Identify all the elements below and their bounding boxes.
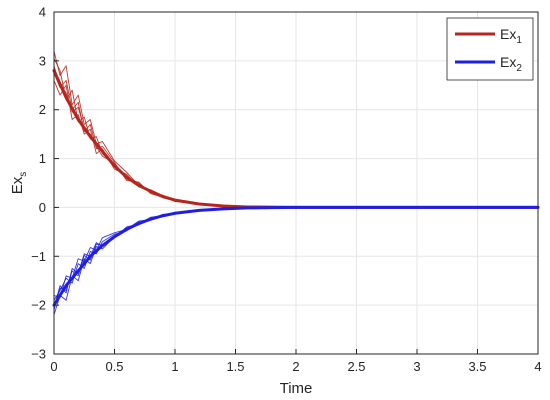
y-tick-label: 0 (39, 200, 46, 215)
y-tick-label: −2 (31, 298, 46, 313)
y-tick-label: −1 (31, 249, 46, 264)
x-tick-label: 0 (50, 359, 57, 374)
y-tick-label: 1 (39, 151, 46, 166)
x-tick-label: 1 (171, 359, 178, 374)
y-tick-label: 4 (39, 5, 46, 20)
y-axis-label: Exs (9, 172, 29, 195)
y-tick-label: 3 (39, 53, 46, 68)
series-2-mean-line (52, 205, 540, 307)
mean-curves (52, 69, 540, 307)
legend-label-ex2: Ex2 (500, 54, 522, 74)
x-tick-label: 3.5 (468, 359, 486, 374)
y-tick-label: −3 (31, 347, 46, 362)
x-tick-label: 0.5 (105, 359, 123, 374)
x-tick-label: 2.5 (347, 359, 365, 374)
y-axis-ticks: −3 −2 −1 0 1 2 3 4 (31, 5, 59, 362)
y-tick-label: 2 (39, 102, 46, 117)
x-tick-label: 3 (413, 359, 420, 374)
legend-box (446, 17, 534, 81)
legend-label-ex1: Ex1 (500, 26, 522, 46)
x-axis-ticks: 0 0.5 1 1.5 2 2.5 3 3.5 4 (50, 349, 542, 374)
x-tick-label: 1.5 (226, 359, 244, 374)
x-tick-label: 2 (292, 359, 299, 374)
legend: Ex1 Ex2 (446, 17, 534, 81)
x-axis-label: Time (280, 380, 313, 397)
x-tick-label: 4 (534, 359, 541, 374)
